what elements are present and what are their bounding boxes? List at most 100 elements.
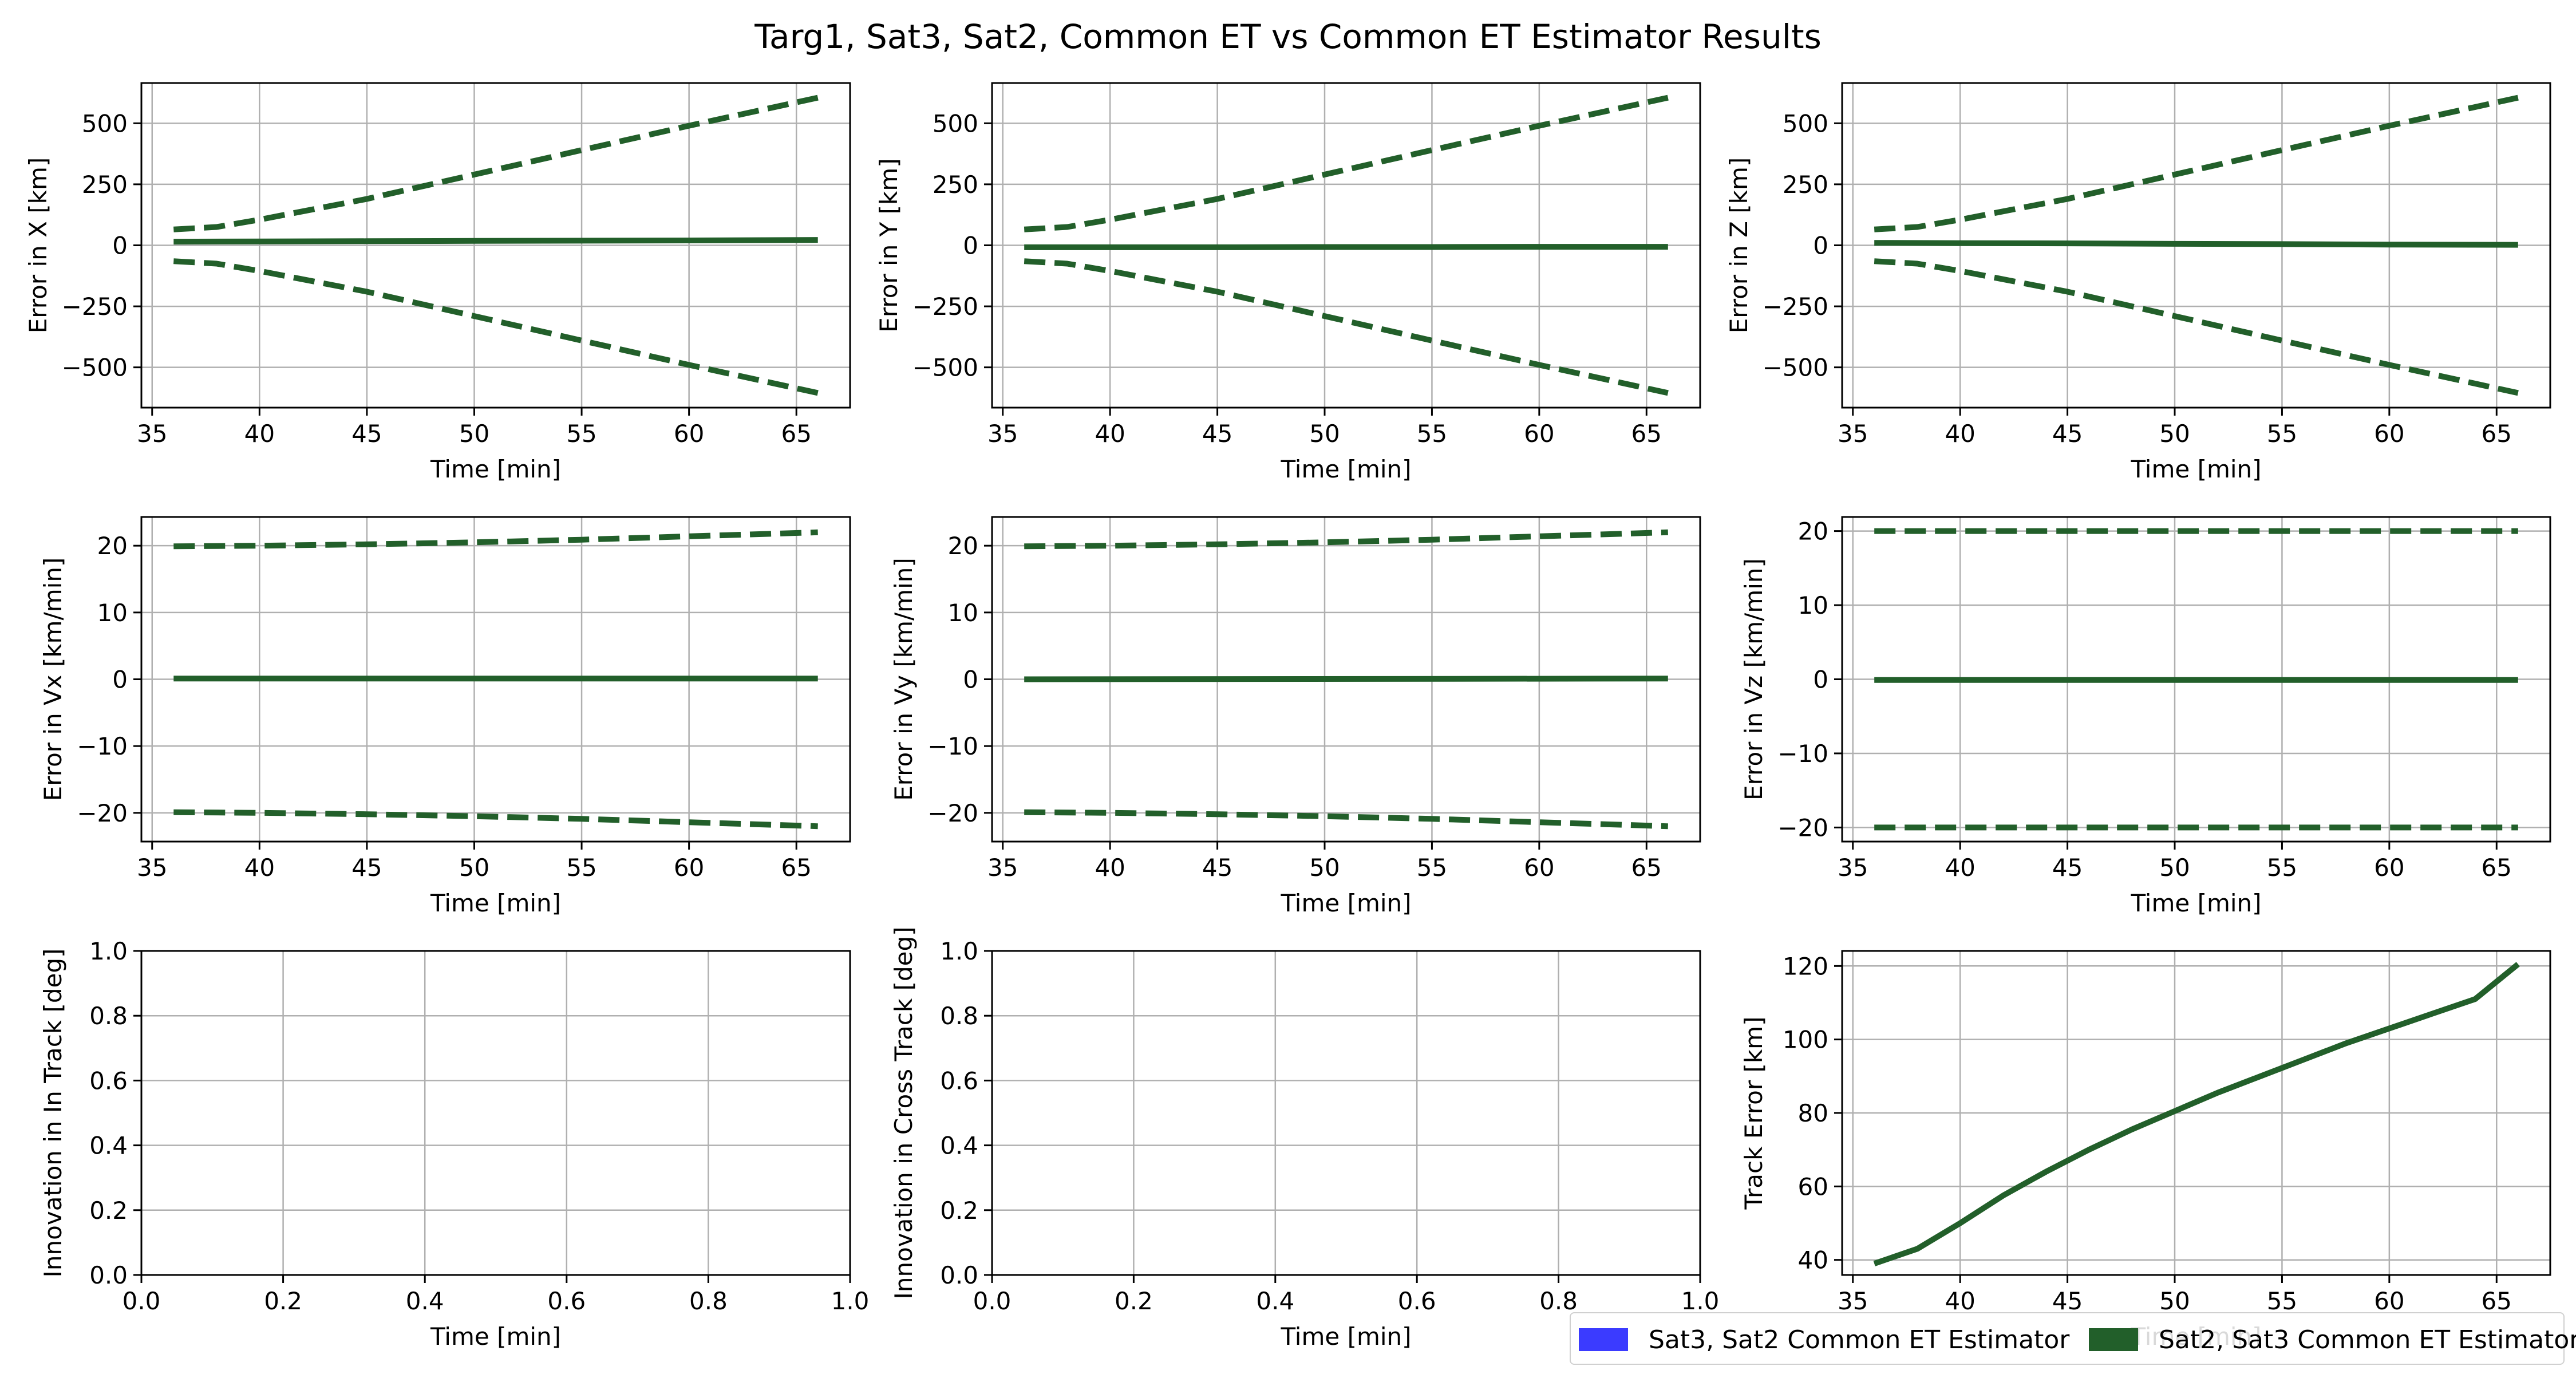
panel-4-xtick-label: 60 (674, 854, 704, 882)
panel-8-ytick-label: 0.2 (940, 1197, 978, 1225)
panel-2-xtick-label: 40 (1095, 420, 1125, 448)
panel-4-ytick-label: 20 (97, 532, 128, 560)
panel-2-bound-line-1 (1024, 94, 1669, 232)
panel-1-xtick-label: 50 (459, 420, 489, 448)
panel-5-bound-line-1 (1024, 529, 1668, 550)
panel-6-ytick-label: −20 (1777, 814, 1828, 842)
panel-4-xtick-label: 55 (566, 854, 596, 882)
panel-5-bound-line-2 (1024, 809, 1668, 830)
panel-4-ytick-label: 10 (97, 599, 128, 627)
panel-3-bound-line-2 (1874, 258, 2519, 396)
panel-1-ytick-label: 250 (82, 171, 128, 199)
panel-9-error-line-0 (1873, 962, 2520, 1266)
panel-7-ytick-label: 0.0 (89, 1261, 128, 1289)
panel-3-ytick-label: 250 (1783, 171, 1828, 199)
panel-4-xlabel: Time [min] (430, 889, 561, 917)
panel-3-xtick-label: 45 (2052, 420, 2083, 448)
panel-2-ylabel: Error in Y [km] (875, 158, 903, 332)
panel-7-xtick-label: 0.4 (406, 1287, 444, 1315)
panel-3-xlabel: Time [min] (2130, 455, 2261, 483)
panel-6-xtick-label: 35 (1838, 854, 1868, 882)
panel-5-ytick-label: 0 (963, 666, 978, 694)
panel-9-xtick-label: 45 (2052, 1287, 2083, 1315)
panel-3-xtick-label: 40 (1945, 420, 1975, 448)
panel-9-xtick-label: 40 (1945, 1287, 1975, 1315)
panel-7-ylabel: Innovation in In Track [deg] (39, 949, 67, 1278)
panel-2-xtick-label: 45 (1202, 420, 1232, 448)
panel-9-xtick-label: 35 (1838, 1287, 1868, 1315)
panel-1-bound-line-2 (173, 258, 819, 396)
panel-7-xtick-label: 1.0 (831, 1287, 870, 1315)
panel-4-bound-line-2 (173, 809, 818, 830)
panel-4-xtick-label: 50 (459, 854, 489, 882)
panel-8-xtick-label: 0.4 (1256, 1287, 1294, 1315)
panel-9-ytick-label: 60 (1798, 1172, 1828, 1201)
panel-4-ytick-label: −10 (77, 732, 128, 760)
panel-3-xtick-label: 65 (2482, 420, 2512, 448)
panel-3-bound-line-1 (1874, 94, 2519, 232)
panel-2-ytick-label: 250 (933, 171, 978, 199)
panel-4-ytick-label: −20 (77, 799, 128, 827)
panel-3-ytick-label: 0 (1813, 232, 1828, 260)
panel-8-ytick-label: 0.6 (940, 1067, 978, 1095)
legend-swatch-sat2-sat3 (2089, 1328, 2138, 1351)
panel-2-xtick-label: 55 (1417, 420, 1447, 448)
panel-2-xtick-label: 35 (987, 420, 1018, 448)
panel-3-xtick-label: 55 (2267, 420, 2297, 448)
panel-9-xtick-label: 50 (2159, 1287, 2190, 1315)
panel-8-xtick-label: 0.2 (1115, 1287, 1153, 1315)
panel-8-xtick-label: 0.8 (1539, 1287, 1578, 1315)
panel-6-ytick-label: −10 (1777, 740, 1828, 768)
legend-label-sat3-sat2: Sat3, Sat2 Common ET Estimator (1649, 1325, 2070, 1355)
panel-4-xtick-label: 35 (137, 854, 167, 882)
panel-3-xtick-label: 35 (1838, 420, 1868, 448)
panel-5-ylabel: Error in Vy [km/min] (890, 558, 918, 801)
panel-7-ytick-label: 1.0 (89, 937, 128, 965)
panel-7-ytick-label: 0.8 (89, 1002, 128, 1030)
panel-1-error-line-0 (173, 237, 818, 245)
panel-9-ytick-label: 40 (1798, 1246, 1828, 1274)
panel-6-ytick-label: 0 (1813, 666, 1828, 694)
panel-5-xtick-label: 35 (987, 854, 1018, 882)
panel-8-xtick-label: 0.0 (973, 1287, 1012, 1315)
panel-5-ytick-label: −20 (927, 799, 978, 827)
panel-8-xtick-label: 1.0 (1681, 1287, 1720, 1315)
legend-entry-sat2-sat3: Sat2, Sat3 Common ET Estimator (2089, 1313, 2576, 1366)
panel-1-ytick-label: −250 (62, 293, 128, 321)
panel-8-ytick-label: 0.0 (940, 1261, 978, 1289)
panel-1-ytick-label: −500 (62, 354, 128, 382)
panel-4-ytick-label: 0 (112, 666, 128, 694)
panel-7-xtick-label: 0.0 (123, 1287, 161, 1315)
panel-7-frame (140, 950, 851, 1276)
panel-9-xtick-label: 60 (2374, 1287, 2404, 1315)
panel-2-xlabel: Time [min] (1280, 455, 1411, 483)
panel-5-ytick-label: −10 (927, 732, 978, 760)
panel-2-xtick-label: 50 (1309, 420, 1340, 448)
panel-8-xtick-label: 0.6 (1398, 1287, 1436, 1315)
panel-5-xlabel: Time [min] (1280, 889, 1411, 917)
panel-8-frame (991, 950, 1701, 1276)
panel-3-ytick-label: 500 (1783, 109, 1828, 137)
panel-6-xtick-label: 40 (1945, 854, 1975, 882)
panel-6-xtick-label: 65 (2482, 854, 2512, 882)
panel-2-ytick-label: −500 (912, 354, 978, 382)
panel-2-ytick-label: 0 (963, 232, 978, 260)
panel-7-xlabel: Time [min] (430, 1322, 561, 1351)
panel-4-ylabel: Error in Vx [km/min] (39, 558, 67, 802)
panel-2-ytick-label: 500 (933, 109, 978, 137)
panel-5-xtick-label: 50 (1309, 854, 1340, 882)
panel-3-ylabel: Error in Z [km] (1725, 157, 1753, 334)
panel-6-xlabel: Time [min] (2130, 889, 2261, 917)
panel-6-ytick-label: 10 (1798, 591, 1828, 619)
panel-5-error-line-0 (1024, 676, 1668, 682)
panel-7-xtick-label: 0.6 (547, 1287, 586, 1315)
panel-1-xtick-label: 40 (244, 420, 275, 448)
panel-3-xtick-label: 60 (2374, 420, 2404, 448)
panel-5-xtick-label: 45 (1202, 854, 1232, 882)
panel-2-xtick-label: 65 (1631, 420, 1662, 448)
panel-5-xtick-label: 40 (1095, 854, 1125, 882)
panel-1-ylabel: Error in X [km] (24, 157, 52, 334)
panel-1-xlabel: Time [min] (430, 455, 561, 483)
panel-5-ytick-label: 10 (948, 599, 978, 627)
